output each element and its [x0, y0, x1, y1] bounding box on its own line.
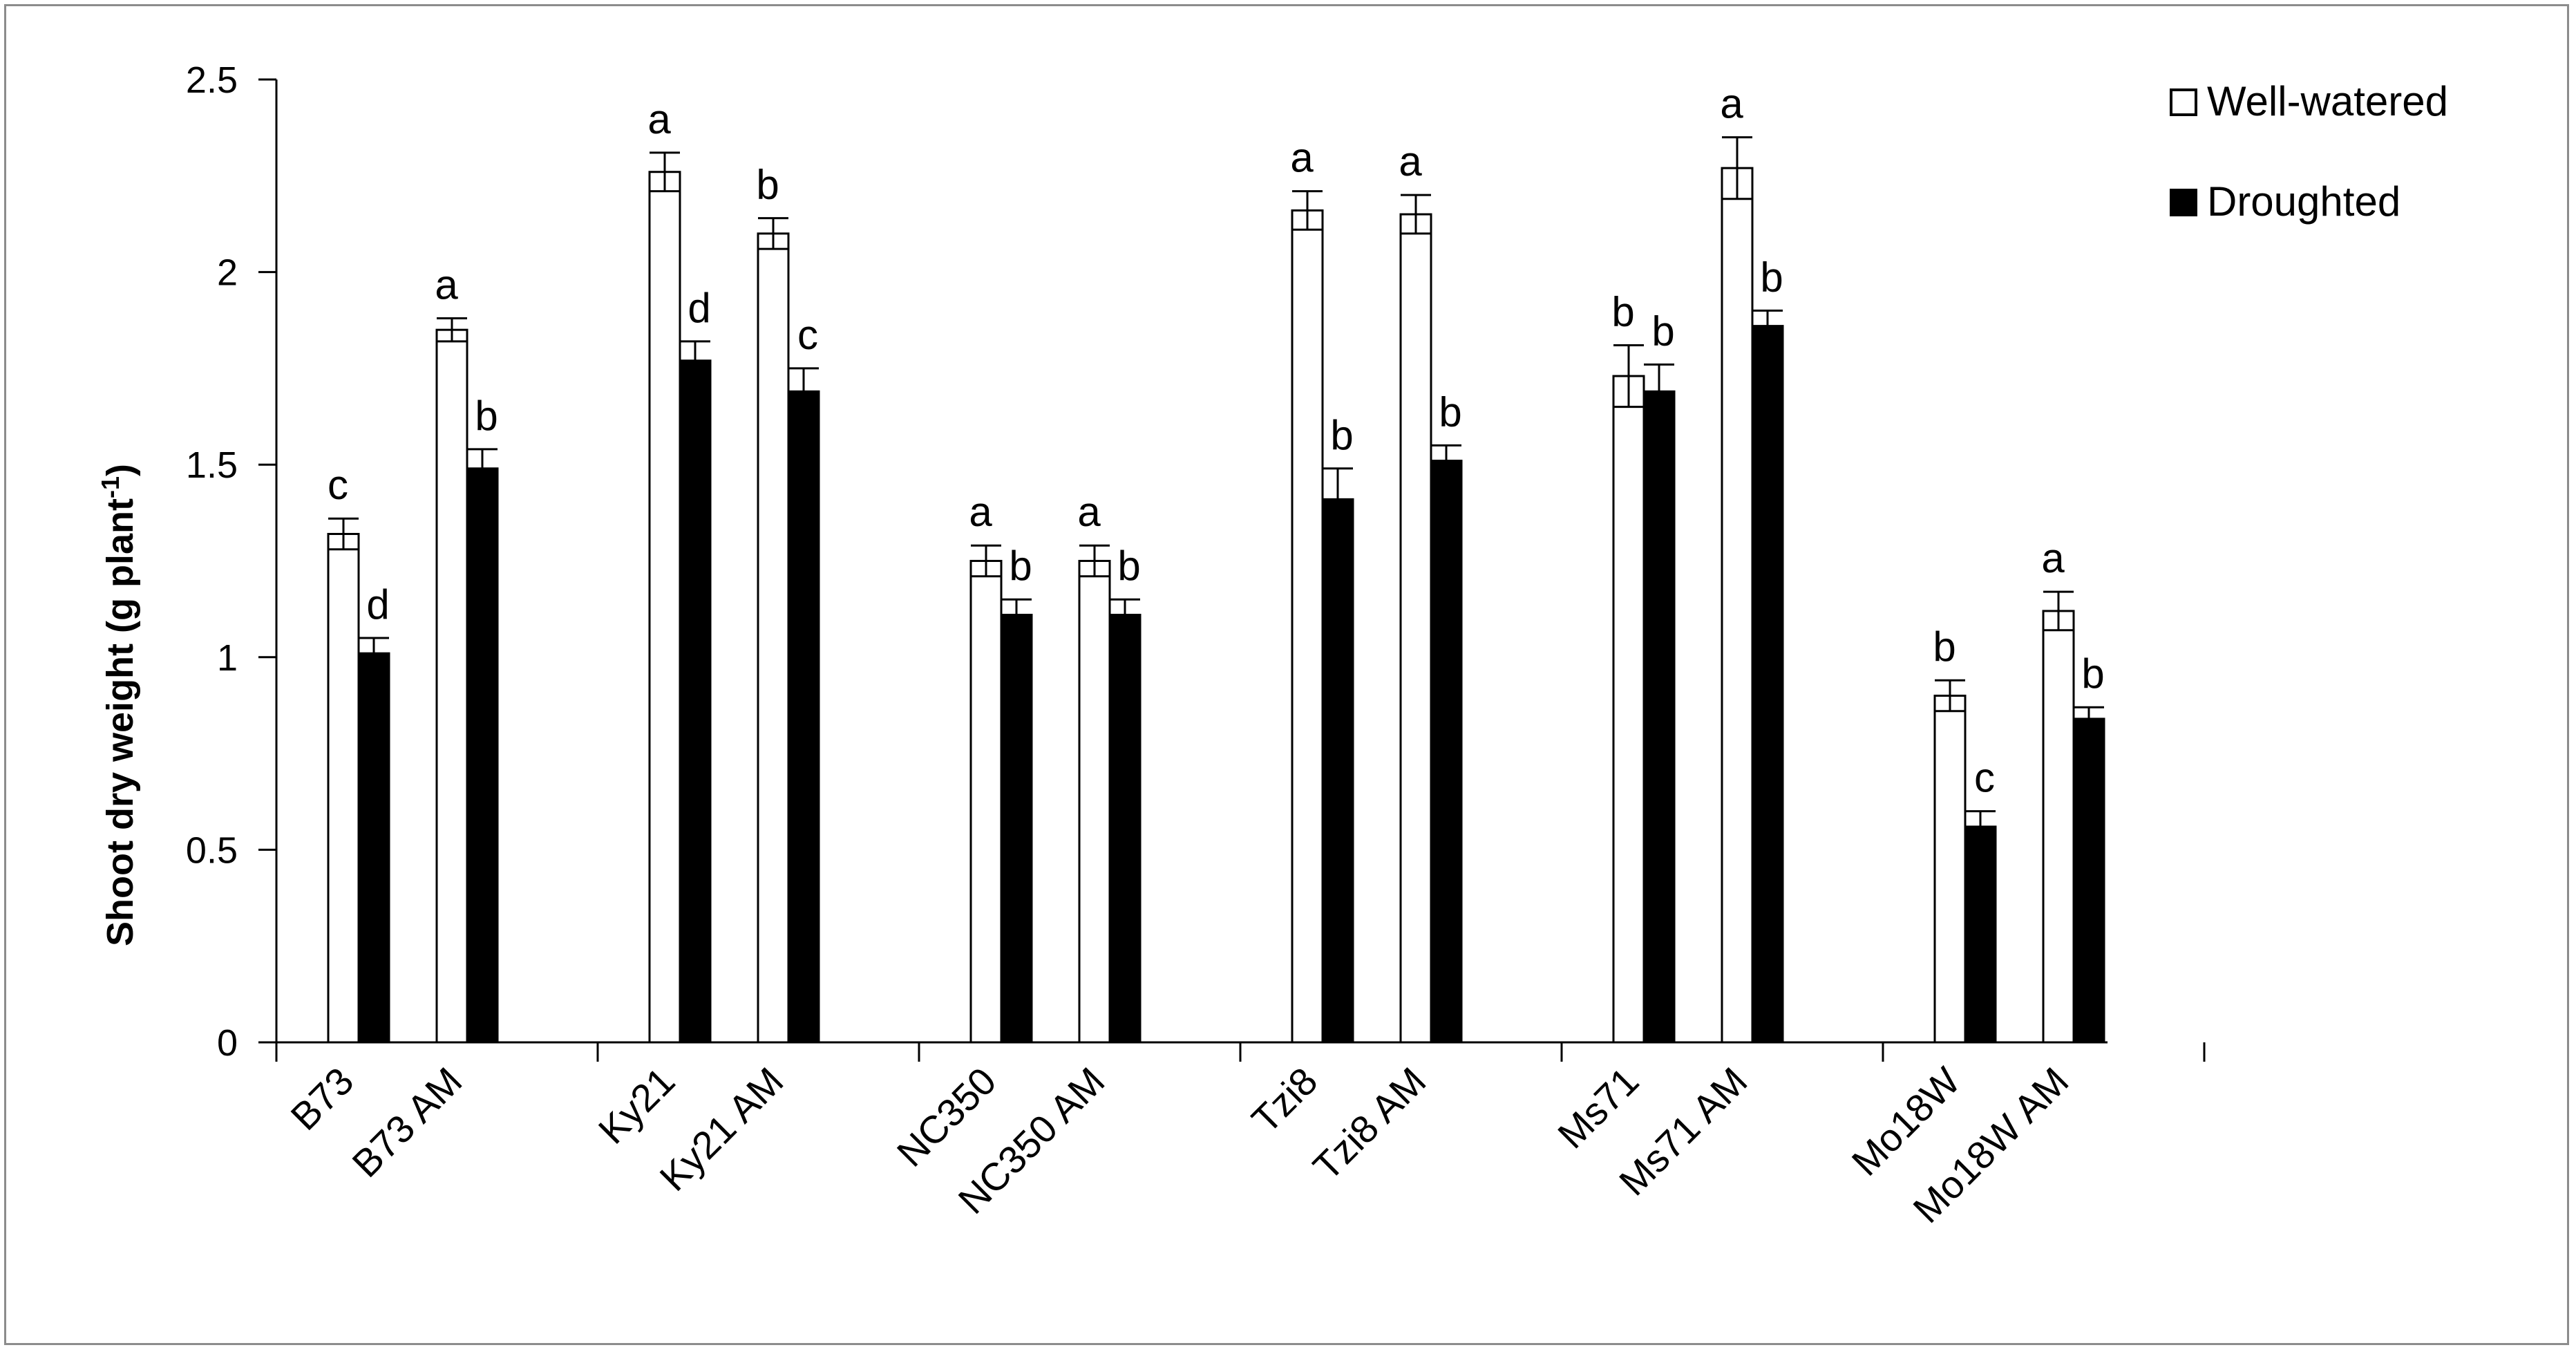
significance-label: b [1330, 412, 1353, 458]
x-category-label: Ky21 [590, 1059, 683, 1152]
significance-label: a [2041, 535, 2065, 581]
bar [1721, 167, 1754, 1044]
significance-label: b [1439, 388, 1461, 435]
bar [1000, 614, 1033, 1044]
bar [357, 652, 390, 1044]
significance-label: c [1974, 755, 1995, 801]
significance-label: a [1399, 138, 1422, 185]
significance-label: b [756, 162, 779, 208]
bar [1964, 825, 1997, 1044]
bar [969, 560, 1003, 1044]
bar [1321, 498, 1354, 1044]
bar [1291, 209, 1324, 1044]
significance-label: b [1117, 543, 1140, 589]
bar [1108, 614, 1142, 1044]
significance-label: b [1009, 543, 1032, 589]
significance-label: b [2081, 650, 2104, 697]
significance-label: c [797, 312, 818, 358]
bar [1751, 325, 1784, 1044]
significance-label: b [1651, 308, 1674, 354]
y-axis-title-text: Shoot dry weight (g plant [100, 498, 141, 946]
bar [679, 359, 712, 1044]
y-tick-label: 2.5 [186, 59, 238, 101]
legend-swatch-droughted [2170, 189, 2197, 216]
significance-label: a [647, 96, 671, 142]
significance-label: a [1720, 81, 1743, 127]
bar [1078, 560, 1111, 1044]
y-tick-label: 0.5 [186, 829, 238, 871]
bar [648, 171, 681, 1044]
bar [1399, 213, 1432, 1044]
significance-label: a [969, 489, 992, 535]
significance-label: d [366, 581, 389, 628]
x-category-label: B73 [282, 1059, 361, 1138]
legend-label-well-watered: Well-watered [2207, 78, 2448, 124]
significance-label: c [328, 462, 348, 508]
y-axis-title-close: ) [100, 464, 141, 476]
bar [1612, 375, 1645, 1044]
significance-label: b [475, 393, 498, 439]
bar [2042, 610, 2075, 1044]
bar [466, 467, 499, 1044]
y-tick-label: 0 [217, 1022, 238, 1064]
bar [435, 328, 468, 1044]
bar [1430, 460, 1463, 1044]
x-category-label: Tzi8 [1243, 1059, 1325, 1141]
significance-label: a [1290, 135, 1314, 181]
x-category-label: Ms71 [1549, 1059, 1647, 1156]
significance-label: a [435, 261, 458, 308]
bar [2072, 717, 2105, 1044]
chart-frame [4, 4, 2569, 1345]
y-tick-label: 1.5 [186, 444, 238, 486]
y-tick-label: 1 [217, 637, 238, 679]
bar [327, 532, 360, 1044]
y-axis: 0 0.5 1 1.5 2 2.5 [186, 59, 278, 1064]
legend-swatch-well-watered [2170, 88, 2197, 116]
y-axis-title: Shoot dry weight (g plant-1) [96, 464, 141, 946]
significance-label: b [1760, 254, 1783, 300]
x-category-label: Tzi8 AM [1305, 1059, 1434, 1189]
x-category-label: B73 AM [343, 1059, 470, 1185]
significance-label: d [688, 285, 710, 331]
bar [1642, 390, 1676, 1044]
bar [1933, 695, 1967, 1044]
bar [757, 232, 790, 1044]
y-tick-label: 2 [217, 252, 238, 294]
significance-label: b [1611, 288, 1634, 335]
significance-label: b [1933, 623, 1955, 670]
significance-label: a [1077, 489, 1101, 535]
legend: Well-watered Droughted [2170, 78, 2448, 225]
legend-label-droughted: Droughted [2207, 178, 2400, 225]
y-axis-title-superscript: -1 [96, 476, 124, 498]
bar [787, 390, 820, 1044]
